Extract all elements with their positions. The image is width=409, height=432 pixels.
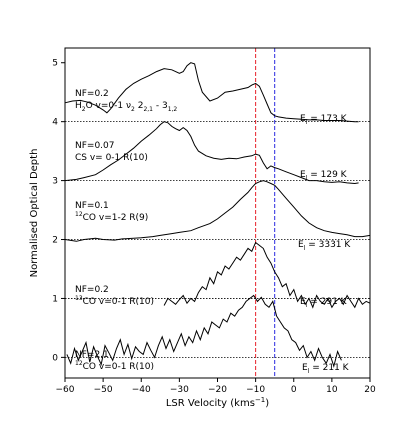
nf-label: NF=0.07 <box>75 141 115 151</box>
x-tick-label: −50 <box>94 385 113 395</box>
y-axis-title: Normalised Optical Depth <box>29 149 40 278</box>
plot-area <box>64 48 371 378</box>
series-line-co12-v12 <box>64 180 371 242</box>
x-tick-label: 10 <box>326 385 338 395</box>
series-line-cs <box>163 241 371 309</box>
species-label: 12CO v=0-1 R(10) <box>75 360 154 372</box>
el-label: El = 3331 K <box>298 240 351 252</box>
y-tick-label: 4 <box>52 118 58 128</box>
el-label: El = 173 K <box>300 114 348 126</box>
x-tick-label: −60 <box>56 385 75 395</box>
y-tick-label: 2 <box>52 236 58 246</box>
y-tick-label: 0 <box>52 353 58 363</box>
x-tick-label: −40 <box>132 385 151 395</box>
species-label: 12CO v=1-2 R(9) <box>75 211 148 223</box>
el-label: El = 129 K <box>300 170 348 182</box>
series-line-h2o <box>66 294 342 368</box>
x-tick-label: 20 <box>364 385 376 395</box>
x-tick-label: −10 <box>246 385 265 395</box>
series-line-co13 <box>64 121 359 185</box>
el-label: El = 211 K <box>302 363 350 375</box>
species-label: 13CO v=0-1 R(10) <box>75 295 154 307</box>
nf-label: NF=0.1 <box>75 201 109 211</box>
x-axis-title: LSR Velocity (kms−1) <box>166 396 269 409</box>
series-line-co12-v01 <box>64 62 359 123</box>
species-label: H2O v=0-1 ν2 22,1 - 31,2 <box>75 101 177 113</box>
x-tick-label: −20 <box>208 385 227 395</box>
x-tick-label: −30 <box>170 385 189 395</box>
nf-label: NF=0.2 <box>75 89 109 99</box>
el-label: El = 291 K <box>300 297 348 309</box>
x-tick-label: 0 <box>291 385 297 395</box>
series-annotations: NF=0.2 H2O v=0-1 ν2 22,1 - 31,2 El = 173 K… <box>75 89 351 375</box>
y-tick-label: 1 <box>52 294 58 304</box>
y-tick-label: 5 <box>52 59 58 69</box>
axes: −60 −50 −40 −30 −20 −10 0 10 20 0 1 2 3 4 5 LSR Velocit… <box>29 47 376 409</box>
nf-label: NF=0.2 <box>75 285 109 295</box>
nf-label: NF=2.1 <box>75 350 109 360</box>
species-label: CS v= 0-1 R(10) <box>75 153 148 163</box>
y-tick-label: 3 <box>52 177 58 187</box>
